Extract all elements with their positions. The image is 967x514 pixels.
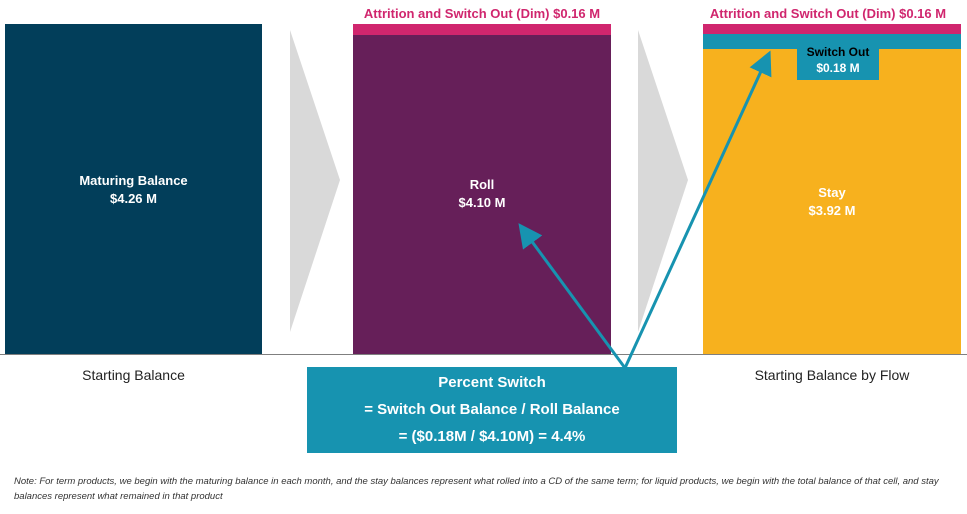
- switch-out-segment: [703, 34, 961, 49]
- formula-line-2: = Switch Out Balance / Roll Balance: [364, 401, 620, 418]
- arrow-to-roll: [518, 223, 627, 369]
- attrition-segment-middle: [353, 24, 611, 35]
- roll-value: $4.10 M: [458, 195, 506, 210]
- stay-bar: [703, 49, 961, 354]
- stay-label: Stay: [818, 185, 846, 200]
- caption-starting-balance: Starting Balance: [82, 367, 185, 383]
- switch-out-callout: Switch Out $0.18 M: [797, 42, 879, 80]
- formula-line-1: Percent Switch: [438, 374, 546, 391]
- roll-label: Roll: [469, 177, 495, 192]
- maturing-balance-text: Maturing Balance $4.26 M: [5, 172, 262, 208]
- switch-out-value: $0.18 M: [816, 61, 860, 75]
- stay-value: $3.92 M: [808, 203, 856, 218]
- maturing-balance-label: Maturing Balance: [79, 173, 188, 188]
- stay-text: Stay $3.92 M: [703, 184, 961, 220]
- maturing-balance-bar: [5, 24, 262, 354]
- footnote: Note: For term products, we begin with t…: [14, 476, 939, 502]
- attrition-caption-right: Attrition and Switch Out (Dim) $0.16 M: [709, 6, 947, 21]
- attrition-segment-right: [703, 24, 961, 34]
- maturing-balance-value: $4.26 M: [110, 191, 157, 206]
- baseline: [0, 354, 967, 355]
- arrow-to-switch-out: [623, 50, 772, 369]
- chevron-right-icon: [638, 30, 688, 332]
- caption-starting-balance-by-flow: Starting Balance by Flow: [754, 367, 910, 383]
- roll-text: Roll $4.10 M: [353, 176, 611, 212]
- switch-out-label: Switch Out: [806, 45, 870, 59]
- formula-line-3: = ($0.18M / $4.10M) = 4.4%: [398, 428, 586, 445]
- percent-switch-formula: Percent Switch = Switch Out Balance / Ro…: [307, 367, 677, 453]
- chevron-right-icon: [290, 30, 340, 332]
- roll-bar: [353, 35, 611, 354]
- attrition-caption-middle: Attrition and Switch Out (Dim) $0.16 M: [363, 6, 601, 21]
